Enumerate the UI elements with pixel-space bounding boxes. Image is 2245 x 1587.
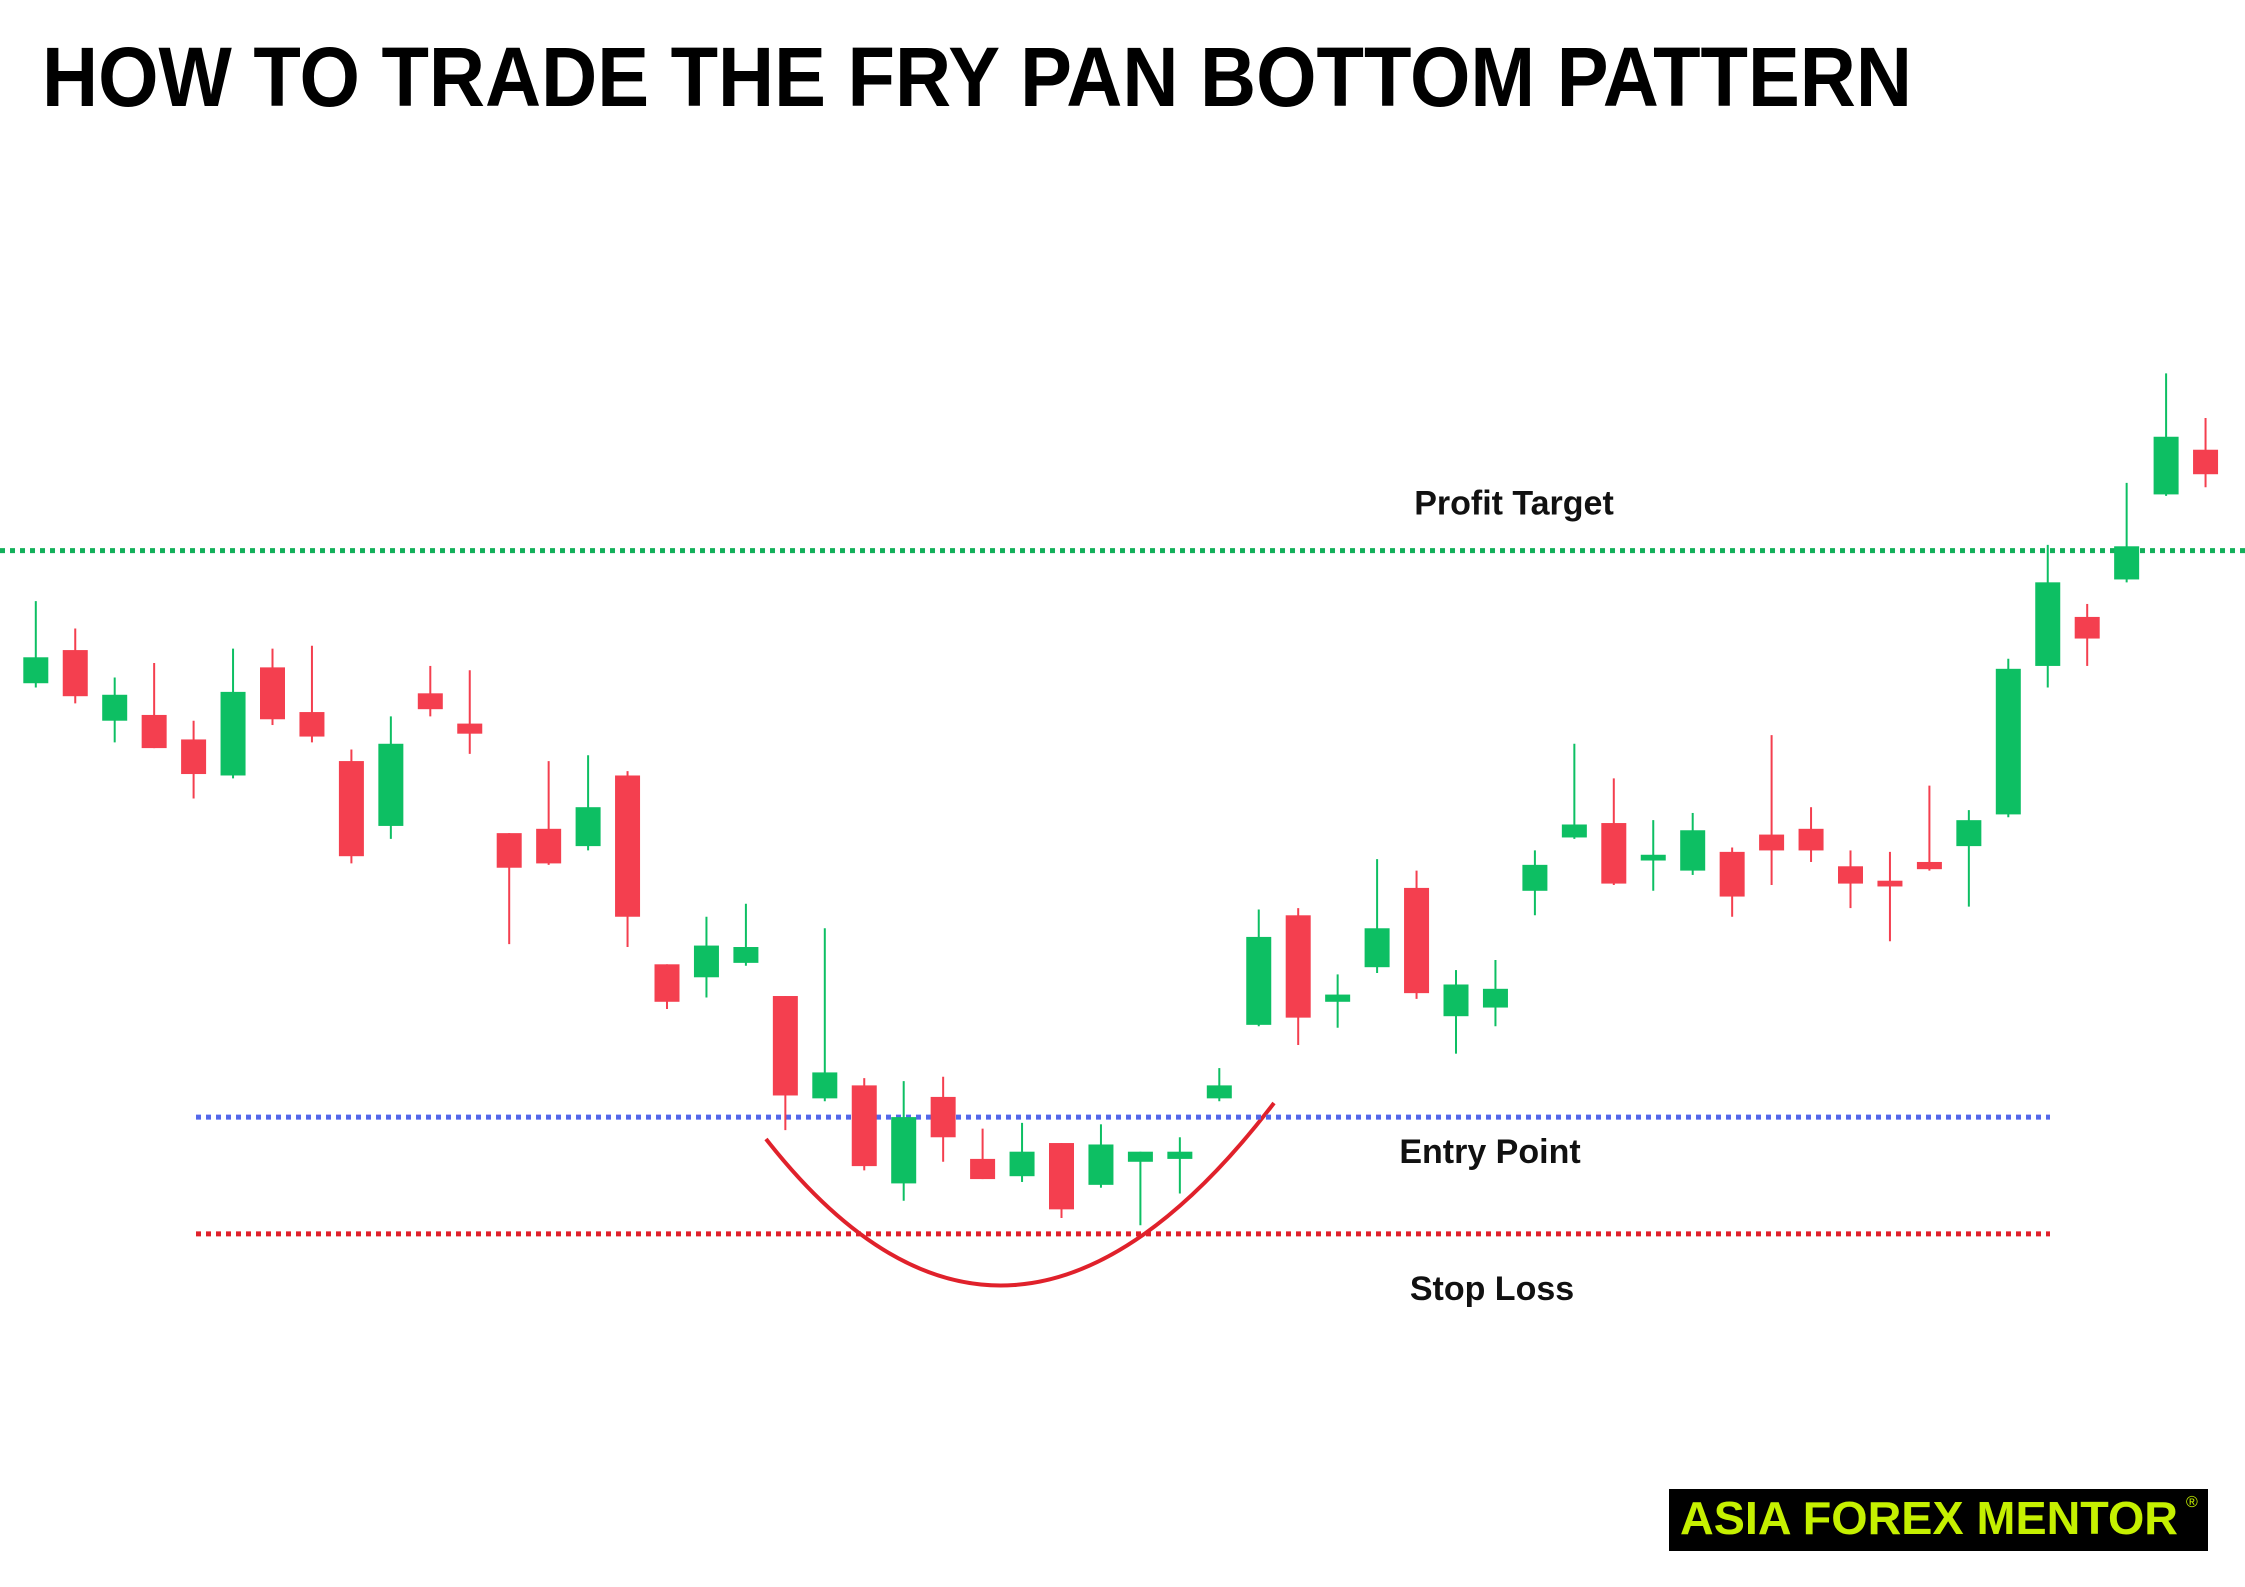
level-label: Entry Point bbox=[1399, 1133, 1580, 1171]
candle-body bbox=[1838, 866, 1863, 884]
candle-body bbox=[1049, 1143, 1074, 1210]
candle-body bbox=[1364, 928, 1390, 968]
candle-body bbox=[851, 1085, 877, 1167]
candle-body bbox=[536, 828, 562, 864]
pattern-curve bbox=[764, 1101, 1276, 1288]
level-label: Profit Target bbox=[1414, 485, 1614, 523]
candle-body bbox=[891, 1117, 917, 1184]
candle-body bbox=[23, 657, 49, 684]
candle-body bbox=[1601, 823, 1627, 884]
candle-body bbox=[1206, 1085, 1232, 1099]
candle-body bbox=[812, 1072, 838, 1099]
candle-body bbox=[2074, 616, 2100, 639]
candle-body bbox=[1127, 1151, 1153, 1162]
candle-body bbox=[1443, 984, 1469, 1017]
candle-body bbox=[1680, 830, 1706, 871]
candle-body bbox=[1995, 668, 2021, 815]
chart-title: HOW TO TRADE THE FRY PAN BOTTOM PATTERN bbox=[42, 30, 1912, 124]
candle-body bbox=[733, 947, 759, 963]
candle-body bbox=[1167, 1151, 1193, 1159]
candle-body bbox=[1246, 936, 1272, 1025]
candle-body bbox=[1482, 988, 1508, 1008]
candle-body bbox=[930, 1096, 956, 1138]
level-label: Stop Loss bbox=[1410, 1270, 1574, 1308]
candle-body bbox=[615, 775, 641, 917]
candle-body bbox=[2114, 546, 2140, 580]
candle-body bbox=[1325, 994, 1351, 1002]
candle-body bbox=[2035, 582, 2061, 666]
candle-body bbox=[62, 650, 88, 697]
candle-body bbox=[496, 833, 522, 868]
candle-body bbox=[693, 945, 719, 978]
candle-body bbox=[1522, 864, 1548, 891]
candle-body bbox=[141, 714, 167, 749]
candle-body bbox=[1088, 1144, 1114, 1185]
candle-body bbox=[1956, 820, 1982, 847]
candle-body bbox=[378, 743, 404, 826]
candle-body bbox=[260, 667, 285, 720]
candle-body bbox=[457, 723, 483, 734]
candle-body bbox=[772, 996, 798, 1096]
logo-mark: ® bbox=[2186, 1494, 2198, 1511]
logo-text: ASIA FOREX MENTOR bbox=[1680, 1492, 2178, 1544]
candle-body bbox=[417, 693, 443, 710]
candle-body bbox=[1798, 828, 1824, 851]
candle-body bbox=[338, 761, 364, 857]
candle-body bbox=[1009, 1151, 1035, 1177]
candle-body bbox=[1916, 861, 1942, 870]
candle-body bbox=[1640, 854, 1666, 861]
candle-body bbox=[654, 964, 680, 1002]
candle-body bbox=[1285, 915, 1311, 1018]
candle-body bbox=[2153, 436, 2179, 495]
candle-body bbox=[220, 691, 246, 776]
candle-body bbox=[181, 739, 207, 775]
candle-body bbox=[299, 712, 325, 737]
candle-body bbox=[1759, 834, 1785, 851]
candle-body bbox=[102, 694, 128, 721]
candle-body bbox=[1877, 880, 1903, 887]
candle-body bbox=[970, 1158, 996, 1180]
candle-body bbox=[2193, 449, 2219, 475]
candle-body bbox=[1404, 887, 1430, 994]
candle-body bbox=[1561, 824, 1587, 838]
logo-box bbox=[1669, 1489, 2208, 1551]
candle-body bbox=[575, 807, 601, 847]
candle-body bbox=[1719, 851, 1745, 897]
